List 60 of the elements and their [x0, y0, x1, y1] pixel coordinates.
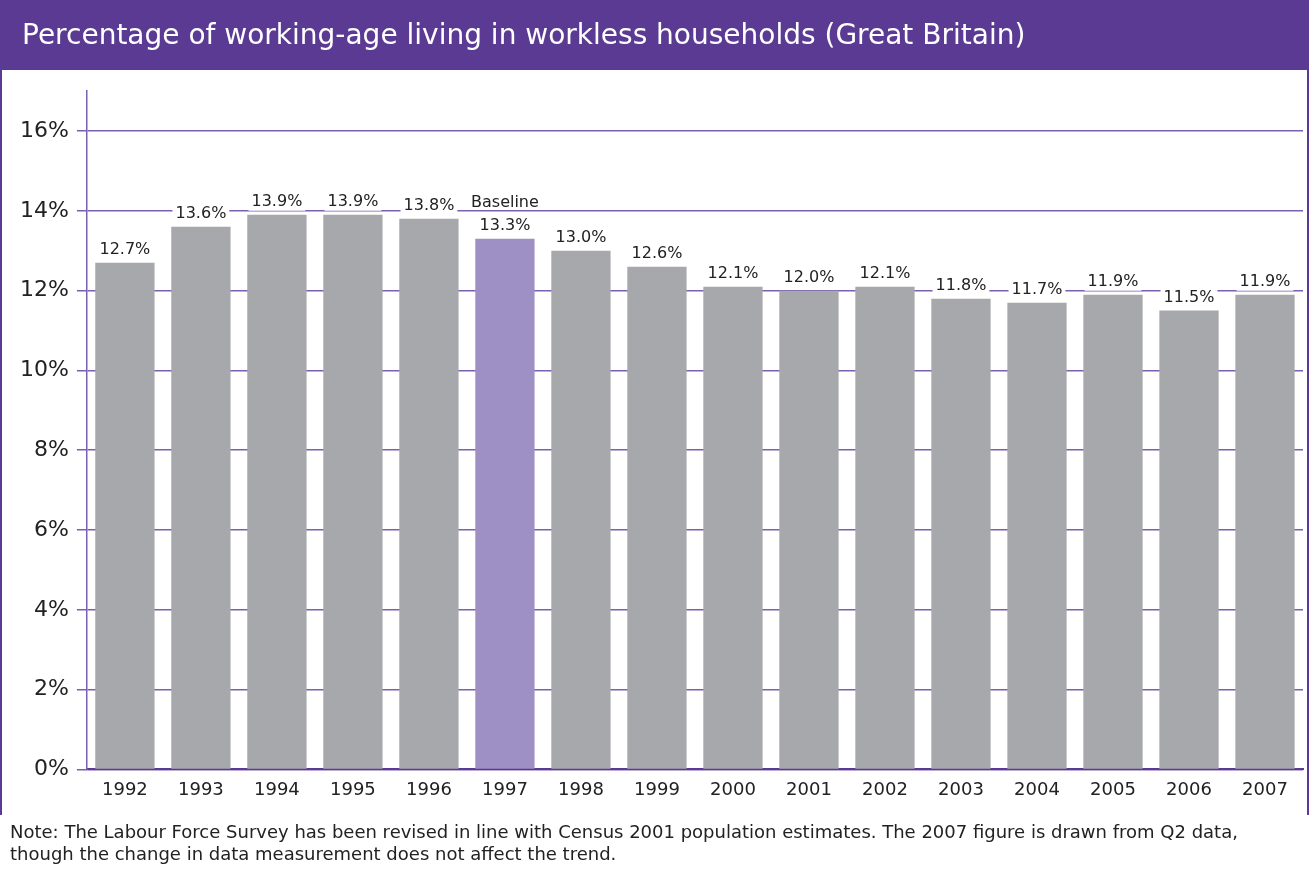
data-label: 13.3%: [479, 214, 531, 234]
bar: [323, 214, 383, 769]
chart-title: Percentage of working-age living in workless households (Great Britain): [0, 0, 1309, 70]
y-tick-label: 14%: [19, 196, 69, 222]
x-tick-label: 2000: [710, 777, 756, 799]
x-tick-label: 2001: [786, 777, 832, 799]
bar: [627, 266, 687, 769]
y-tick-label: 2%: [33, 675, 69, 701]
annotation: Baseline: [471, 191, 539, 211]
bar: [703, 286, 763, 769]
x-tick-label: 2007: [1242, 777, 1288, 799]
y-tick-label: 4%: [33, 595, 69, 621]
data-label: 12.1%: [707, 262, 759, 282]
x-tick-label: 2006: [1166, 777, 1212, 799]
x-tick-label: 1997: [482, 777, 528, 799]
y-tick-label: 16%: [19, 116, 69, 142]
data-label: 11.9%: [1239, 270, 1291, 290]
x-tick-label: 1995: [330, 777, 376, 799]
x-tick-label: 2004: [1014, 777, 1060, 799]
y-tick-label: 10%: [19, 356, 69, 382]
y-tick-label: 8%: [33, 435, 69, 461]
y-tick-label: 0%: [33, 755, 69, 781]
bar: [1007, 302, 1067, 769]
data-label: 13.0%: [555, 226, 607, 246]
data-label: 13.6%: [175, 203, 227, 222]
data-label: 11.5%: [1163, 286, 1215, 306]
data-label: 13.8%: [403, 195, 455, 215]
data-label: 13.9%: [327, 191, 379, 211]
x-tick-label: 2003: [938, 777, 984, 799]
data-label: 12.6%: [631, 242, 683, 262]
data-label: 11.9%: [1087, 270, 1139, 290]
x-tick-label: 1994: [254, 777, 300, 799]
bar: [931, 298, 991, 769]
data-label: 13.9%: [251, 191, 303, 211]
bar: [551, 250, 611, 769]
bar: [399, 218, 459, 769]
data-label: 12.7%: [99, 238, 151, 258]
bar: [779, 290, 839, 769]
data-label: 12.0%: [783, 266, 835, 286]
bar: [1083, 294, 1143, 769]
x-tick-label: 1993: [178, 777, 224, 799]
x-tick-label: 1998: [558, 777, 604, 799]
data-label: 11.7%: [1011, 278, 1063, 298]
x-tick-label: 1999: [634, 777, 680, 799]
text: Note: The Labour Force Survey has been revised in line with Census 2001 population estimates. The 2007 figure is drawn from Q2 data, though the change in data measurement does not affect the trend.: [9, 820, 1239, 865]
y-tick-label: 6%: [33, 515, 69, 541]
x-tick-label: 2002: [862, 777, 908, 799]
bar: [855, 286, 915, 769]
bar: [247, 214, 307, 769]
x-tick-label: 1992: [102, 777, 148, 799]
x-tick-label: 2005: [1090, 777, 1136, 799]
data-label: 12.1%: [859, 262, 911, 282]
bar: [1159, 310, 1219, 769]
bar: [1235, 294, 1295, 769]
x-tick-label: 1996: [406, 777, 452, 799]
bar: [95, 262, 155, 769]
bar: [475, 238, 535, 769]
y-tick-label: 12%: [19, 276, 69, 302]
data-label: 11.8%: [935, 274, 987, 294]
bar: [171, 226, 231, 769]
